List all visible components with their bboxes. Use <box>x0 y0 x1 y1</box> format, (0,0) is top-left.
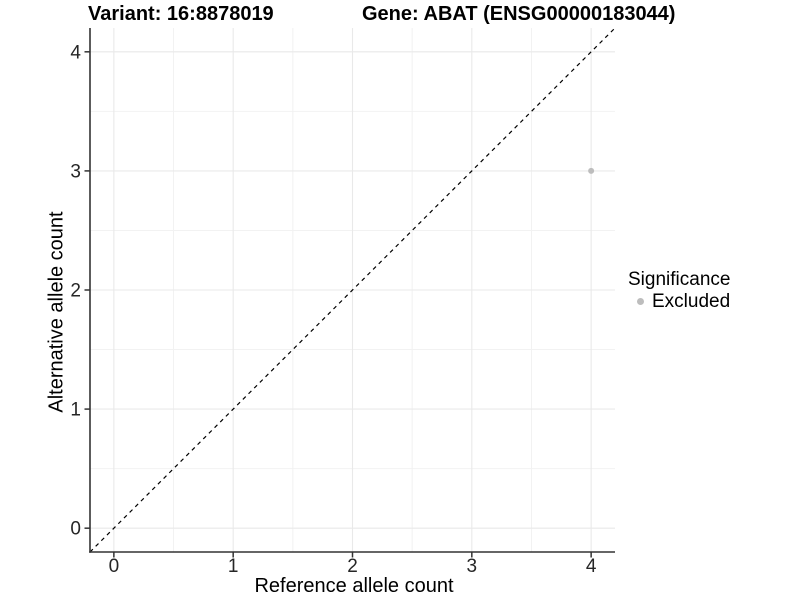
y-axis-title: Alternative allele count <box>45 211 68 413</box>
legend-item-label: Excluded <box>652 290 731 312</box>
x-axis-title: Reference allele count <box>254 575 454 597</box>
identity-line <box>89 27 616 553</box>
legend-key-dot <box>637 298 644 305</box>
legend-title: Significance <box>628 269 731 290</box>
x-tick-label: 2 <box>347 556 358 577</box>
data-point <box>588 167 595 174</box>
x-tick-label: 1 <box>228 556 239 577</box>
gene-title: Gene: ABAT (ENSG00000183044) <box>362 3 676 25</box>
x-tick-label: 4 <box>586 556 597 577</box>
y-tick-label: 3 <box>70 161 81 182</box>
x-tick-label: 0 <box>109 556 120 577</box>
y-tick-label: 0 <box>70 519 81 540</box>
legend-item-excluded: Excluded <box>628 291 730 312</box>
y-tick-label: 1 <box>70 400 81 421</box>
y-tick-label: 2 <box>70 281 81 302</box>
variant-title: Variant: 16:8878019 <box>88 3 274 25</box>
x-tick-label: 3 <box>467 556 478 577</box>
legend: Significance Excluded <box>628 268 730 312</box>
y-tick-label: 4 <box>70 42 81 63</box>
